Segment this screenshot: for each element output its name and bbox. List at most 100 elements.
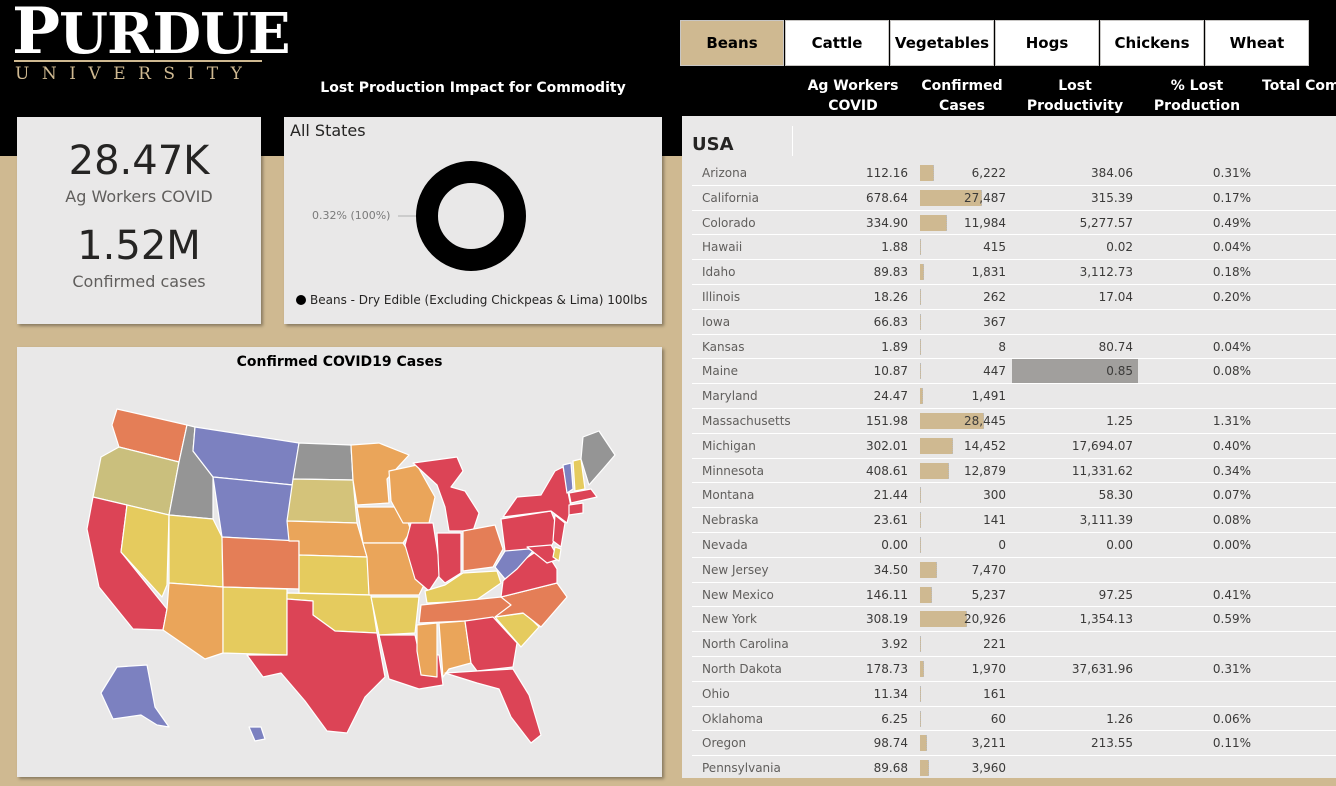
col-header-ag-workers[interactable]: Ag Workers COVID xyxy=(807,78,899,114)
table-row[interactable]: Idaho 89.83 1,831 3,112.73 0.18% xyxy=(692,260,1336,285)
us-choropleth-map[interactable] xyxy=(17,347,662,777)
ag-workers-cell: 678.64 xyxy=(866,190,908,205)
ag-workers-cell: 98.74 xyxy=(873,736,908,751)
table-row[interactable]: Illinois 18.26 262 17.04 0.20% xyxy=(692,285,1336,310)
state-new-mexico[interactable] xyxy=(222,586,288,656)
pct-lost-cell: 0.00% xyxy=(1212,537,1251,552)
purdue-logo: PURDUE xyxy=(12,0,291,69)
cases-cell: 14,452 xyxy=(964,438,1006,453)
cases-bar xyxy=(920,462,949,479)
state-maine[interactable] xyxy=(580,430,616,486)
tab-hogs[interactable]: Hogs xyxy=(995,20,1099,66)
tab-wheat[interactable]: Wheat xyxy=(1205,20,1309,66)
table-row[interactable]: Maryland 24.47 1,491 xyxy=(692,384,1336,409)
table-row[interactable]: Minnesota 408.61 12,879 11,331.62 0.34% xyxy=(692,459,1336,484)
state-kentucky[interactable] xyxy=(424,570,502,604)
state-ohio[interactable] xyxy=(462,524,504,572)
state-wyoming[interactable] xyxy=(212,476,294,542)
state-massachusetts[interactable] xyxy=(568,488,598,504)
tab-cattle[interactable]: Cattle xyxy=(785,20,889,66)
state-mississippi[interactable] xyxy=(416,622,438,678)
state-vermont[interactable] xyxy=(562,462,574,494)
state-florida[interactable] xyxy=(444,668,542,744)
table-row[interactable]: Montana 21.44 300 58.30 0.07% xyxy=(692,483,1336,509)
table-row[interactable]: Maine 10.87 447 0.85 0.08% xyxy=(692,359,1336,385)
state-south-dakota[interactable] xyxy=(286,478,358,524)
table-row[interactable]: Iowa 66.83 367 xyxy=(692,310,1336,335)
cases-bar xyxy=(920,611,967,628)
col-header-pct-lost[interactable]: % Lost Production xyxy=(1153,78,1241,114)
state-texas[interactable] xyxy=(246,598,386,734)
tab-vegetables[interactable]: Vegetables xyxy=(890,20,994,66)
table-row[interactable]: California 678.64 27,487 315.39 0.17% xyxy=(692,186,1336,211)
table-row[interactable]: New Jersey 34.50 7,470 xyxy=(692,558,1336,583)
state-connecticut[interactable] xyxy=(568,502,584,516)
state-utah[interactable] xyxy=(168,514,224,588)
state-michigan[interactable] xyxy=(412,456,480,532)
state-arizona[interactable] xyxy=(162,582,224,660)
table-body: Arizona 112.16 6,222 384.06 0.31% California 6… xyxy=(692,161,1336,778)
state-minnesota[interactable] xyxy=(350,442,410,506)
state-arkansas[interactable] xyxy=(370,596,420,636)
state-hawaii[interactable] xyxy=(248,726,266,742)
tab-beans[interactable]: Beans xyxy=(680,20,784,66)
cases-cell: 12,879 xyxy=(964,463,1006,478)
donut-slice-beans[interactable] xyxy=(416,161,526,271)
lost-productivity-cell: 1,354.13 xyxy=(1079,612,1133,627)
ag-workers-cell: 21.44 xyxy=(873,488,908,503)
table-row[interactable]: Colorado 334.90 11,984 5,277.57 0.49% xyxy=(692,211,1336,236)
table-row[interactable]: Ohio 11.34 161 xyxy=(692,682,1336,707)
table-row[interactable]: Oklahoma 6.25 60 1.26 0.06% xyxy=(692,707,1336,732)
kpi-card: 28.47K Ag Workers COVID 1.52M Confirmed … xyxy=(17,117,261,324)
state-nebraska[interactable] xyxy=(286,520,368,558)
table-row[interactable]: Pennsylvania 89.68 3,960 xyxy=(692,756,1336,778)
state-indiana[interactable] xyxy=(436,532,462,584)
table-row[interactable]: Nevada 0.00 0 0.00 0.00% xyxy=(692,533,1336,558)
ag-workers-cell: 178.73 xyxy=(866,661,908,676)
state-new-hampshire[interactable] xyxy=(572,458,586,492)
state-alabama[interactable] xyxy=(438,620,472,678)
table-row[interactable]: Massachusetts 151.98 28,445 1.25 1.31% xyxy=(692,409,1336,434)
tab-chickens[interactable]: Chickens xyxy=(1100,20,1204,66)
col-header-total[interactable]: Total Comm xyxy=(1262,78,1336,94)
pct-lost-cell: 0.08% xyxy=(1212,364,1251,379)
col-header-cases[interactable]: Confirmed Cases xyxy=(921,78,1003,114)
lost-productivity-cell: 213.55 xyxy=(1091,736,1133,751)
pct-lost-cell: 0.17% xyxy=(1212,190,1251,205)
cases-cell: 367 xyxy=(983,314,1006,329)
table-row[interactable]: Kansas 1.89 8 80.74 0.04% xyxy=(692,335,1336,360)
state-cell: Minnesota xyxy=(702,463,764,478)
ag-workers-cell: 302.01 xyxy=(866,438,908,453)
donut-legend[interactable]: Beans - Dry Edible (Excluding Chickpeas … xyxy=(296,293,647,307)
pct-lost-cell: 0.07% xyxy=(1212,488,1251,503)
state-north-dakota[interactable] xyxy=(292,442,354,481)
table-row[interactable]: North Carolina 3.92 221 xyxy=(692,632,1336,657)
state-delaware[interactable] xyxy=(552,546,562,562)
col-header-lost[interactable]: Lost Productivity xyxy=(1026,78,1124,114)
cases-cell: 1,491 xyxy=(971,389,1006,404)
state-kansas[interactable] xyxy=(298,554,372,596)
table-row[interactable]: New York 308.19 20,926 1,354.13 0.59% xyxy=(692,607,1336,633)
cases-cell: 8 xyxy=(998,339,1006,354)
table-row[interactable]: Oregon 98.74 3,211 213.55 0.11% xyxy=(692,731,1336,757)
table-row[interactable]: New Mexico 146.11 5,237 97.25 0.41% xyxy=(692,583,1336,608)
state-new-jersey[interactable] xyxy=(552,514,566,548)
workers-kpi-label: Ag Workers COVID xyxy=(65,187,213,206)
ag-workers-cell: 408.61 xyxy=(866,463,908,478)
state-nevada[interactable] xyxy=(120,504,170,598)
table-row[interactable]: Hawaii 1.88 415 0.02 0.04% xyxy=(692,235,1336,261)
cases-bar xyxy=(920,313,921,330)
cases-kpi-label: Confirmed cases xyxy=(72,272,206,291)
donut-chart[interactable] xyxy=(284,117,662,324)
state-colorado[interactable] xyxy=(221,536,300,590)
table-row[interactable]: North Dakota 178.73 1,970 37,631.96 0.31% xyxy=(692,657,1336,682)
group-header-usa[interactable]: USA xyxy=(692,134,734,155)
table-row[interactable]: Arizona 112.16 6,222 384.06 0.31% xyxy=(692,161,1336,186)
cases-bar xyxy=(920,189,982,206)
state-georgia[interactable] xyxy=(464,616,518,672)
state-alaska[interactable] xyxy=(100,664,170,728)
table-row[interactable]: Michigan 302.01 14,452 17,694.07 0.40% xyxy=(692,434,1336,459)
ag-workers-cell: 89.68 xyxy=(873,761,908,776)
map-title: Confirmed COVID19 Cases xyxy=(236,354,443,370)
table-row[interactable]: Nebraska 23.61 141 3,111.39 0.08% xyxy=(692,508,1336,533)
